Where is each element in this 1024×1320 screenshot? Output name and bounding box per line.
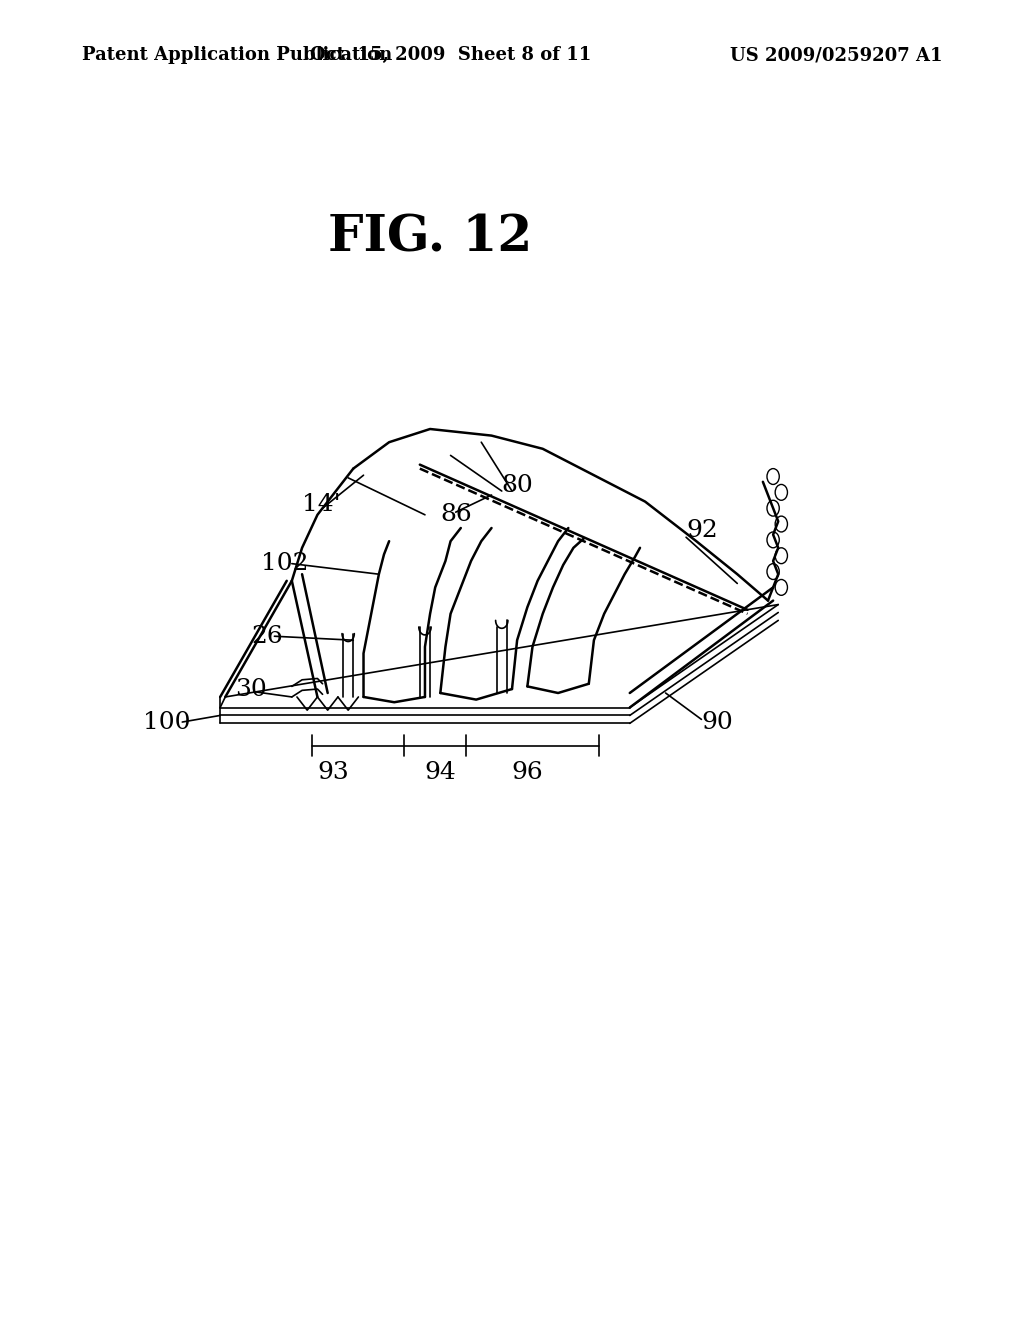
Text: Patent Application Publication: Patent Application Publication (82, 46, 392, 65)
Text: 80: 80 (502, 474, 534, 498)
Text: 102: 102 (261, 552, 308, 576)
Text: 86: 86 (440, 503, 472, 527)
Text: 92: 92 (686, 519, 718, 543)
Text: 100: 100 (143, 710, 190, 734)
Text: 14': 14' (302, 492, 341, 516)
Text: FIG. 12: FIG. 12 (328, 213, 532, 263)
Text: US 2009/0259207 A1: US 2009/0259207 A1 (729, 46, 942, 65)
Text: Oct. 15, 2009  Sheet 8 of 11: Oct. 15, 2009 Sheet 8 of 11 (310, 46, 591, 65)
Text: 26: 26 (251, 624, 283, 648)
Text: 30: 30 (236, 677, 267, 701)
Text: 93: 93 (316, 760, 349, 784)
Text: 94: 94 (424, 760, 457, 784)
Text: 90: 90 (701, 710, 733, 734)
Text: 96: 96 (511, 760, 544, 784)
